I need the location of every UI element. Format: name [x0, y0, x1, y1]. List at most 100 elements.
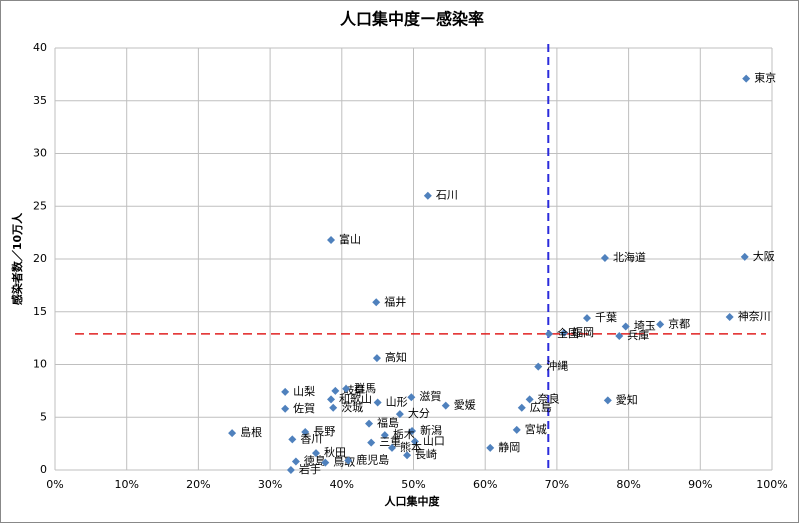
x-tick-label: 80% [616, 478, 640, 491]
y-tick-label: 0 [40, 463, 47, 476]
point-label: 埼玉 [634, 319, 656, 333]
y-tick-label: 25 [33, 199, 47, 212]
point-label: 長崎 [415, 447, 437, 461]
point-label: 愛知 [616, 392, 638, 406]
data-point [740, 252, 749, 261]
data-point [311, 449, 320, 458]
data-point [423, 191, 432, 200]
data-point [656, 320, 665, 329]
point-label: 広島 [530, 400, 552, 414]
x-axis-label: 人口集中度 [385, 494, 441, 508]
point-label: 兵庫 [627, 328, 649, 342]
y-axis-label: 感染者数／10万人 [10, 212, 24, 305]
point-label: 熊本 [400, 440, 422, 454]
data-point [395, 410, 404, 419]
point-label: 栃木 [393, 427, 415, 441]
x-tick-label: 40% [330, 478, 354, 491]
data-point [600, 253, 609, 262]
point-label: 石川 [436, 189, 458, 202]
data-point [228, 429, 237, 438]
data-point [327, 395, 336, 404]
data-point [408, 426, 417, 435]
data-point [441, 401, 450, 410]
point-label: 秋田 [324, 445, 346, 459]
y-tick-label: 5 [40, 410, 47, 423]
point-label: 北海道 [613, 250, 646, 264]
x-tick-label: 90% [688, 478, 712, 491]
point-label: 岐阜 [343, 384, 365, 397]
point-label: 福井 [384, 294, 406, 308]
data-point [517, 403, 526, 412]
x-tick-label: 60% [473, 478, 497, 491]
data-point [344, 456, 353, 465]
data-point [512, 425, 521, 434]
y-tick-label: 35 [33, 94, 47, 107]
point-label: 高知 [385, 350, 407, 364]
point-label: 茨城 [341, 400, 363, 414]
point-label: 鹿児島 [356, 453, 389, 467]
point-label: 三重 [379, 435, 401, 449]
point-label: 神奈川 [738, 309, 771, 323]
y-tick-label: 10 [33, 358, 47, 371]
data-point [380, 431, 389, 440]
data-point [486, 443, 495, 452]
point-label: 山梨 [293, 384, 315, 398]
data-point [615, 332, 624, 341]
data-point [291, 457, 300, 466]
data-point [387, 443, 396, 452]
data-point [560, 328, 569, 337]
point-label: 愛媛 [454, 398, 476, 412]
data-point [372, 298, 381, 307]
data-point [281, 404, 290, 413]
data-point [321, 458, 330, 467]
point-label: 長野 [313, 425, 335, 438]
data-point [372, 354, 381, 363]
chart-title: 人口集中度ー感染率 [340, 10, 484, 29]
point-label: 奈良 [538, 391, 560, 405]
data-point [365, 419, 374, 428]
point-label: 和歌山 [339, 391, 372, 405]
point-label: 島根 [240, 425, 262, 439]
data-point [403, 451, 412, 460]
y-tick-label: 30 [33, 147, 47, 160]
data-point [367, 438, 376, 447]
data-point [583, 314, 592, 323]
point-label: 千葉 [595, 310, 617, 324]
point-label: 滋賀 [419, 390, 441, 403]
x-tick-label: 20% [186, 478, 210, 491]
x-tick-label: 0% [46, 478, 63, 491]
point-label: 福島 [377, 416, 399, 430]
x-tick-label: 70% [545, 478, 569, 491]
data-point [327, 236, 336, 245]
x-tick-label: 100% [756, 478, 787, 491]
point-label: 鳥取 [333, 455, 355, 469]
data-point [342, 384, 351, 393]
point-label: 大分 [408, 406, 430, 420]
x-tick-label: 50% [401, 478, 425, 491]
data-point [545, 329, 554, 338]
point-label: 山口 [423, 435, 445, 448]
point-label: 東京 [754, 71, 776, 85]
data-point [407, 393, 416, 402]
point-label: 富山 [339, 232, 361, 246]
point-label: 新潟 [420, 423, 442, 437]
point-label: 香川 [300, 432, 322, 445]
point-label: 静岡 [498, 440, 520, 454]
y-tick-label: 15 [33, 305, 47, 318]
data-point [534, 362, 543, 371]
data-point [286, 466, 295, 474]
point-label: 全国 [557, 326, 579, 340]
x-tick-label: 10% [114, 478, 138, 491]
data-point [603, 396, 612, 405]
point-label: 山形 [386, 395, 408, 408]
point-label: 大阪 [753, 249, 775, 263]
x-tick-label: 30% [258, 478, 282, 491]
point-label: 佐賀 [293, 401, 315, 415]
data-point [281, 387, 290, 396]
data-point [288, 435, 297, 444]
point-label: 沖縄 [546, 359, 568, 373]
point-label: 京都 [668, 316, 690, 330]
data-point [725, 313, 734, 322]
point-label: 岩手 [299, 462, 321, 476]
